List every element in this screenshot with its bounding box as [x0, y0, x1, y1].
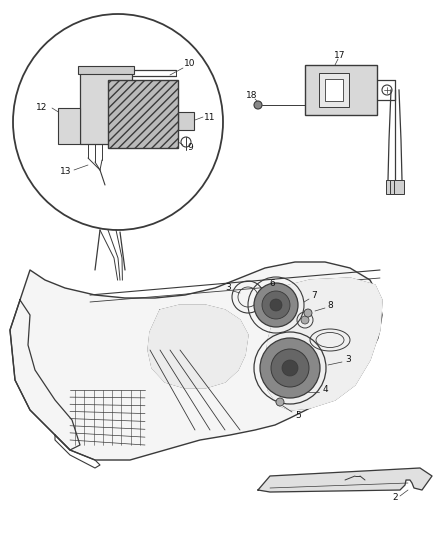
- Text: 13: 13: [60, 167, 72, 176]
- Bar: [386, 180, 396, 194]
- Text: 7: 7: [311, 292, 317, 301]
- Text: 17: 17: [334, 51, 346, 60]
- Polygon shape: [10, 262, 382, 460]
- Bar: [58, 108, 80, 144]
- Bar: [78, 66, 134, 74]
- Circle shape: [282, 360, 298, 376]
- Text: 3: 3: [345, 356, 351, 365]
- Circle shape: [276, 398, 284, 406]
- Polygon shape: [258, 468, 432, 492]
- Circle shape: [307, 103, 314, 110]
- Bar: [305, 65, 377, 115]
- Circle shape: [254, 101, 262, 109]
- Polygon shape: [148, 305, 248, 388]
- Text: 3: 3: [225, 282, 231, 292]
- Text: 10: 10: [184, 60, 196, 69]
- Text: 2: 2: [392, 494, 398, 503]
- Circle shape: [307, 68, 314, 75]
- Circle shape: [270, 299, 282, 311]
- Circle shape: [260, 338, 320, 398]
- Polygon shape: [265, 278, 382, 410]
- Circle shape: [365, 68, 372, 75]
- Bar: [178, 112, 194, 130]
- Bar: [325, 79, 343, 101]
- Text: 6: 6: [269, 279, 275, 287]
- Text: 12: 12: [36, 103, 48, 112]
- Circle shape: [301, 316, 309, 324]
- Circle shape: [365, 103, 372, 110]
- Bar: [108, 80, 178, 148]
- Text: 9: 9: [187, 143, 193, 152]
- Text: 11: 11: [204, 112, 216, 122]
- Circle shape: [271, 349, 309, 387]
- Text: 18: 18: [246, 91, 258, 100]
- Bar: [80, 72, 132, 144]
- Circle shape: [304, 309, 312, 317]
- Text: 5: 5: [295, 410, 301, 419]
- Text: 8: 8: [327, 302, 333, 311]
- Bar: [390, 180, 400, 194]
- Circle shape: [262, 291, 290, 319]
- Text: 4: 4: [322, 385, 328, 394]
- Bar: [394, 180, 404, 194]
- Bar: [319, 73, 349, 107]
- Circle shape: [254, 283, 298, 327]
